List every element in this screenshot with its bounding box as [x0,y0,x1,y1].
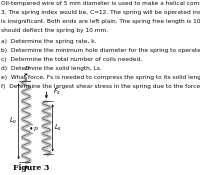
Text: should deflect the spring by 10 mm.: should deflect the spring by 10 mm. [1,28,108,33]
Text: f)  Determine the largest shear stress in the spring due to the force Fs.: f) Determine the largest shear stress in… [1,84,200,89]
Text: 3. The spring index would be, C=12. The spring will be operated inside a bore, t: 3. The spring index would be, C=12. The … [1,10,200,15]
Text: c)  Determine the total number of coils needed.: c) Determine the total number of coils n… [1,57,142,62]
Text: b)  Determine the minimum hole diameter for the spring to operate.: b) Determine the minimum hole diameter f… [1,48,200,52]
Text: $F_s$: $F_s$ [53,87,61,97]
Text: D: D [24,66,28,71]
Text: e)  What force, Fs is needed to compress the spring to its solid length?: e) What force, Fs is needed to compress … [1,75,200,80]
Text: $L_s$: $L_s$ [54,123,62,133]
Text: p: p [33,126,37,131]
Text: Oil-tempered wire of 5 mm diameter is used to make a helical compression spring : Oil-tempered wire of 5 mm diameter is us… [1,1,200,6]
Text: Figure 3: Figure 3 [13,164,50,172]
Circle shape [25,78,27,82]
Text: $L_o$: $L_o$ [9,116,17,127]
Text: is insignificant. Both ends are left plain. The spring free length is 100 mm. An: is insignificant. Both ends are left pla… [1,19,200,24]
Text: a)  Determine the spring rate, k.: a) Determine the spring rate, k. [1,38,97,44]
Text: d)  Determine the solid length, Ls.: d) Determine the solid length, Ls. [1,66,102,71]
